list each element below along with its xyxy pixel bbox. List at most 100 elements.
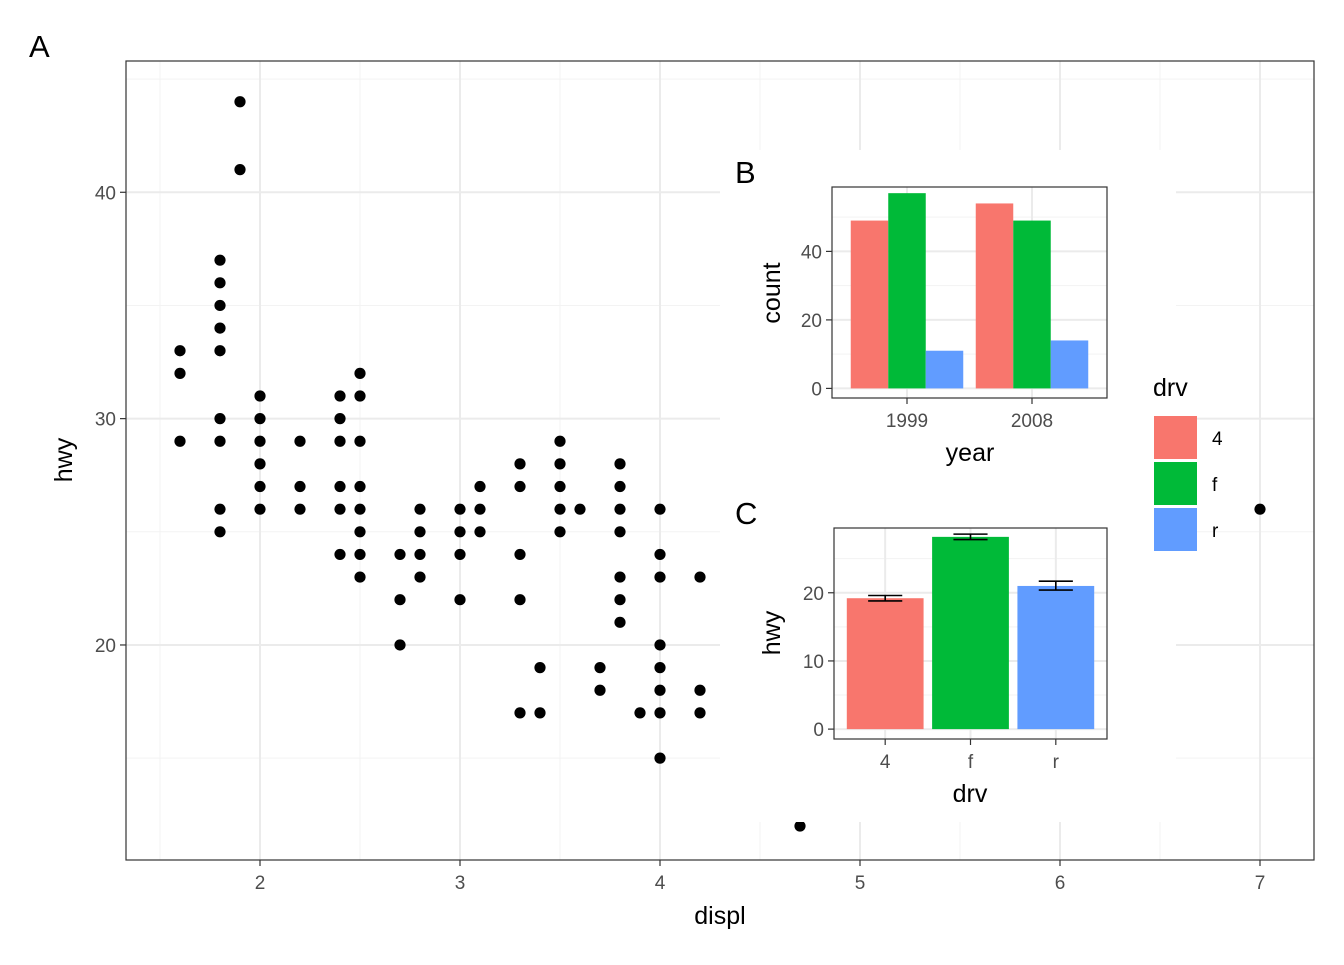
scatter-point [654,684,666,696]
scatter-point [554,503,566,515]
scatter-point [614,503,626,515]
scatter-point [254,503,266,515]
scatter-point [454,548,466,561]
legend-label-4: 4 [1212,429,1223,450]
scatter-point [334,390,346,402]
panel-b-tag: B [735,155,756,190]
scatter-point [514,594,526,606]
panel-b-border [831,186,1108,399]
bar-1999-4 [850,220,889,389]
y-tick-label: 0 [811,379,822,400]
scatter-point [234,96,246,108]
scatter-point [214,277,226,289]
x-tick-label: r [1053,752,1060,773]
panel-c-error-bars [868,533,1073,602]
scatter-point [334,503,346,515]
scatter-point [334,413,346,425]
x-tick-label: 4 [880,752,891,773]
panel-b-x-ticks: 1999 2008 [886,398,1053,432]
scatter-point [694,707,706,719]
legend-label-r: r [1212,521,1219,542]
scatter-point [514,458,526,470]
scatter-point [414,548,426,561]
scatter-point [294,435,306,447]
legend-swatch-4 [1154,416,1197,459]
legend-label-f: f [1212,475,1218,496]
scatter-point [654,662,666,674]
x-tick-label: 4 [655,873,666,894]
legend-swatch-r [1154,508,1197,551]
panel-a-border [125,60,1315,861]
scatter-point [514,548,526,561]
legend-items: 4 f r [1154,416,1223,551]
scatter-point [254,435,266,447]
panel-a-y-ticks: 20 30 40 [95,183,126,657]
y-tick-label: 20 [801,311,822,332]
scatter-point [554,435,566,447]
legend: drv 4 f r [1153,374,1223,551]
panel-b-y-axis-title: count [758,262,786,323]
scatter-point [214,254,226,266]
scatter-point [614,616,626,628]
scatter-point [654,707,666,719]
panel-a-tag: A [29,29,50,64]
scatter-point [334,548,346,561]
scatter-point [454,526,466,538]
y-tick-label: 20 [803,584,824,605]
x-tick-label: 2 [255,873,266,894]
legend-swatch-f [1154,462,1197,505]
scatter-point [614,594,626,606]
scatter-point [634,707,646,719]
scatter-point [1254,503,1266,515]
y-tick-label: 0 [813,720,824,741]
scatter-point [354,526,366,538]
scatter-point [654,639,666,651]
scatter-point [254,390,266,402]
x-tick-label: f [968,752,974,773]
y-tick-label: 40 [801,242,822,263]
scatter-point [214,526,226,538]
scatter-point [354,548,366,561]
scatter-point [614,526,626,538]
scatter-point [514,480,526,493]
x-tick-label: 7 [1255,873,1266,894]
scatter-point [394,548,406,561]
scatter-point [654,503,666,515]
scatter-point [174,435,186,447]
scatter-point [694,571,706,583]
bar-1999-f [888,193,926,389]
scatter-point [414,571,426,583]
scatter-point [214,435,226,447]
scatter-point [214,413,226,425]
scatter-point [474,503,486,515]
scatter-point [354,503,366,515]
scatter-point [254,480,266,493]
panel-b-y-ticks: 0 20 40 [801,242,832,400]
scatter-point [614,458,626,470]
bar-r [1017,585,1095,730]
scatter-point [594,662,606,674]
panel-b-bars [850,193,1089,389]
scatter-point [554,458,566,470]
bar-2008-4 [975,203,1014,389]
scatter-point [694,684,706,696]
scatter-point [394,594,406,606]
scatter-point [534,662,546,674]
y-tick-label: 20 [95,636,116,657]
scatter-point [654,571,666,583]
legend-title: drv [1153,374,1188,402]
scatter-point [214,322,226,334]
x-tick-label: 6 [1055,873,1066,894]
scatter-point [554,526,566,538]
panel-c-tag: C [735,496,757,531]
scatter-point [514,707,526,719]
scatter-point [334,435,346,447]
scatter-point [174,367,186,379]
scatter-point [414,503,426,515]
bar-f [932,536,1009,730]
bar-4 [846,598,924,730]
scatter-point [334,480,346,493]
scatter-point [254,413,266,425]
y-tick-label: 30 [95,410,116,431]
scatter-point [214,345,226,357]
